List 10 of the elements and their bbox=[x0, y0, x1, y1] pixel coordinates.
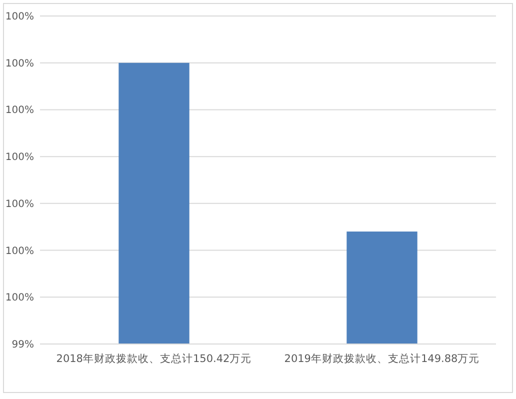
y-tick-label: 100% bbox=[5, 12, 34, 22]
y-tick-label: 100% bbox=[5, 152, 34, 164]
y-tick-label: 100% bbox=[5, 198, 34, 210]
x-tick-label: 2018年财政拨款收、支总计150.42万元 bbox=[56, 352, 252, 365]
y-tick-label: 100% bbox=[5, 58, 34, 70]
y-tick-label: 100% bbox=[5, 292, 34, 304]
y-tick-label: 100% bbox=[5, 246, 34, 257]
y-tick-label: 99% bbox=[12, 340, 34, 350]
x-tick-label: 2019年财政拨款收、支总计149.88万元 bbox=[284, 352, 480, 365]
y-tick-label: 100% bbox=[5, 105, 34, 116]
